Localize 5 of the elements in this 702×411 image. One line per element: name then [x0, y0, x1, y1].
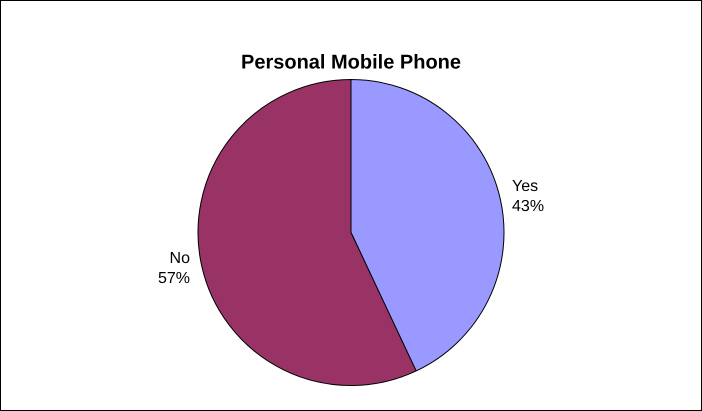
slice-label: No — [170, 250, 190, 267]
slice-label: Yes — [512, 178, 538, 195]
chart-title: Personal Mobile Phone — [240, 52, 462, 74]
data-label: 43% — [512, 198, 544, 215]
data-label: 57% — [158, 270, 190, 287]
